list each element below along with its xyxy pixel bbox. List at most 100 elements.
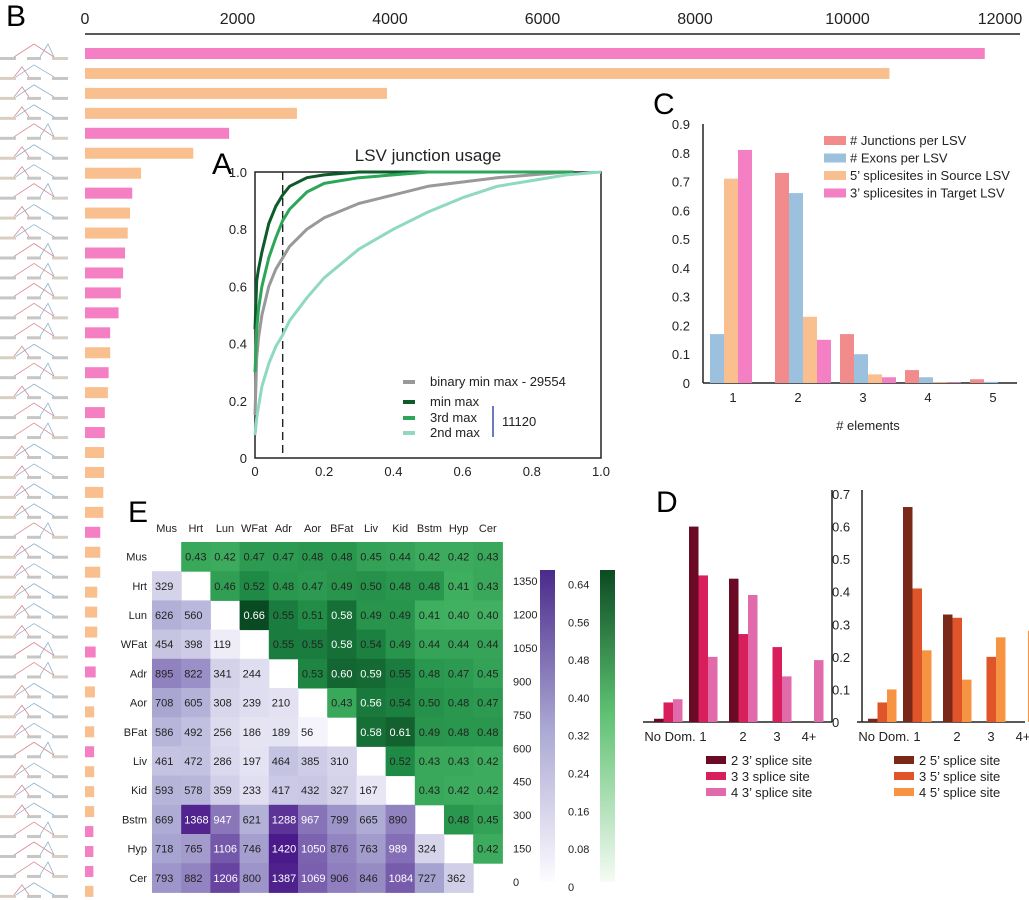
b-bar xyxy=(85,486,104,498)
e-cell-value: 0.48 xyxy=(331,552,352,564)
lsv-splicegraph-icon xyxy=(0,762,68,779)
d-ytick-label: 0.7 xyxy=(832,487,850,502)
exon-shape xyxy=(27,855,41,858)
exon-shape xyxy=(0,96,16,100)
exon-shape xyxy=(52,615,68,619)
b-bar xyxy=(85,885,94,897)
junction-arc xyxy=(15,802,55,816)
exon-shape xyxy=(27,815,41,819)
junction-arc xyxy=(15,204,55,217)
b-bar xyxy=(85,865,94,877)
lsv-splicegraph-icon xyxy=(0,322,68,340)
exon-shape xyxy=(0,456,16,459)
e-cell-count xyxy=(210,658,241,689)
e-cell-value: 1069 xyxy=(301,873,325,885)
e-cell-similarity xyxy=(181,542,211,572)
lsv-splicegraph-icon xyxy=(0,821,68,839)
b-xtick-label: 10000 xyxy=(825,11,870,28)
c-bar xyxy=(970,379,984,383)
e-cell-count xyxy=(152,658,182,689)
e-cell-count xyxy=(152,717,182,747)
e-cell-value: 0.41 xyxy=(448,581,469,593)
e-cell-similarity xyxy=(298,629,328,660)
d-ytick-label: 0.3 xyxy=(832,617,850,632)
exon-shape xyxy=(27,236,41,240)
junction-arc xyxy=(13,522,55,537)
lsv-splicegraph-icon xyxy=(0,182,68,200)
b-bar xyxy=(85,626,98,638)
junction-arc xyxy=(13,861,55,876)
b-bar xyxy=(85,307,119,319)
e-cell-value: 0.48 xyxy=(302,552,323,564)
exon-shape xyxy=(27,416,41,420)
e-cell-similarity xyxy=(210,542,241,572)
e-cell-similarity xyxy=(356,600,387,631)
e-cell-count xyxy=(152,863,182,893)
e-cell-count xyxy=(152,804,182,835)
e-cell-similarity xyxy=(356,688,387,718)
exon-shape xyxy=(52,755,68,759)
e-cell-similarity xyxy=(444,542,474,572)
b-bar xyxy=(85,327,111,339)
junction-arc xyxy=(15,702,55,716)
e-cell-similarity xyxy=(385,542,416,572)
e-colorbar-purple-tick: 1350 xyxy=(513,576,537,588)
b-xtick-label: 2000 xyxy=(220,11,256,28)
lsv-splicegraph-icon xyxy=(0,43,68,60)
e-cell-value: 765 xyxy=(184,844,202,856)
e-cell-count xyxy=(327,804,357,835)
e-cell-value: 0.58 xyxy=(331,610,352,622)
e-cell-value: 0.43 xyxy=(448,756,469,768)
junction-arc xyxy=(13,43,55,58)
e-cell-value: 0.44 xyxy=(477,639,498,651)
e-cell-value: 0.41 xyxy=(419,610,440,622)
e-cell-similarity xyxy=(414,658,445,689)
junction-arc xyxy=(39,182,55,197)
e-cell-count xyxy=(268,717,299,747)
e-cell-count xyxy=(152,834,182,864)
exon-shape xyxy=(0,655,16,659)
lsv-splicegraph-icon xyxy=(0,282,68,300)
e-cell-value: 0.52 xyxy=(389,756,410,768)
exon-shape xyxy=(0,535,16,539)
junction-arc xyxy=(13,661,55,676)
junction-arc xyxy=(13,123,55,138)
e-cell-value: 308 xyxy=(213,698,231,710)
lsv-splicegraph-icon xyxy=(0,144,68,160)
exon-shape xyxy=(0,136,16,140)
d-bar xyxy=(782,676,792,722)
junction-arc xyxy=(15,563,55,577)
b-xtick-label: 8000 xyxy=(677,11,713,28)
e-cell-count xyxy=(152,629,182,660)
exon-shape xyxy=(0,575,16,579)
lsv-splicegraph-icon xyxy=(0,302,68,320)
c-bar xyxy=(840,334,854,383)
e-cell-count xyxy=(181,600,211,631)
e-cell-value: 0.48 xyxy=(448,814,469,826)
e-cell-value: 0.42 xyxy=(477,844,498,856)
exon-shape xyxy=(52,735,68,739)
e-column-label: Mus xyxy=(156,523,177,535)
e-cell-value: 0.55 xyxy=(273,610,294,622)
e-cell-similarity xyxy=(239,600,270,631)
e-cell-similarity xyxy=(473,717,503,747)
e-cell-value: 0.43 xyxy=(477,552,498,564)
e-cell-similarity xyxy=(414,542,445,572)
b-xtick-label: 4000 xyxy=(372,11,408,28)
a-ytick-label: 0.6 xyxy=(229,279,247,294)
c-ytick-label: 0.7 xyxy=(672,175,690,190)
c-bar xyxy=(947,382,961,383)
junction-arc xyxy=(39,422,55,437)
e-cell-value: 0.51 xyxy=(302,610,323,622)
e-column-label: Hrt xyxy=(188,523,203,535)
exon-shape xyxy=(52,236,68,240)
e-cell-value: 1084 xyxy=(389,873,413,885)
junction-arc xyxy=(15,722,55,736)
c-bar xyxy=(710,334,724,383)
lsv-splicegraph-icon xyxy=(0,861,68,878)
e-cell-similarity xyxy=(268,629,299,660)
junction-arc xyxy=(15,583,55,596)
c-legend-swatch xyxy=(824,153,846,163)
lsv-splicegraph-icon xyxy=(0,343,68,360)
exon-shape xyxy=(52,256,68,260)
